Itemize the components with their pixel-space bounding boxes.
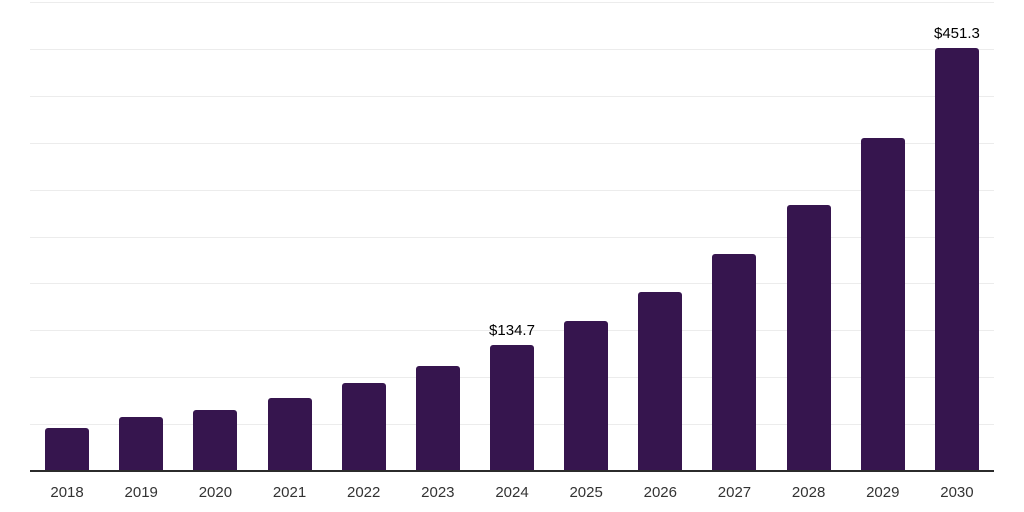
gridline [30,236,994,238]
x-tick-label-2020: 2020 [198,484,233,501]
x-axis-line [30,470,994,472]
plot-area [30,2,994,471]
gridline [30,48,994,50]
bar-value-label-2030: $451.3 [933,24,980,42]
bar-2024[interactable] [490,344,534,471]
bar-value-label-2024: $134.7 [489,321,535,339]
bar-2025[interactable] [564,321,609,471]
gridline [30,189,994,191]
x-tick-label-2018: 2018 [50,484,84,501]
bar-2029[interactable] [860,138,905,471]
bar-2021[interactable] [267,397,312,471]
x-tick-label-2021: 2021 [272,484,307,501]
x-tick-label-2026: 2026 [643,484,677,501]
gridline [30,2,994,3]
x-tick-label-2024: 2024 [495,484,529,501]
gridline [30,95,994,97]
bar-2030[interactable] [934,47,979,471]
x-tick-label-2027: 2027 [717,484,752,501]
bar-2020[interactable] [193,409,238,471]
x-tick-label-2030: 2030 [940,484,974,501]
bar-2022[interactable] [341,383,386,471]
gridline [30,142,994,144]
bar-2028[interactable] [786,204,831,471]
x-tick-label-2023: 2023 [421,484,455,501]
bar-2019[interactable] [119,416,164,471]
bar-2026[interactable] [638,292,683,471]
x-tick-label-2028: 2028 [791,484,826,501]
x-tick-label-2022: 2022 [347,484,381,501]
x-tick-label-2029: 2029 [866,484,900,501]
x-tick-label-2025: 2025 [569,484,603,501]
x-tick-label-2019: 2019 [124,484,158,501]
gridline [30,330,994,332]
bar-2018[interactable] [45,427,90,471]
gridline [30,283,994,285]
bar-2023[interactable] [415,366,460,471]
bar-2027[interactable] [712,253,757,471]
